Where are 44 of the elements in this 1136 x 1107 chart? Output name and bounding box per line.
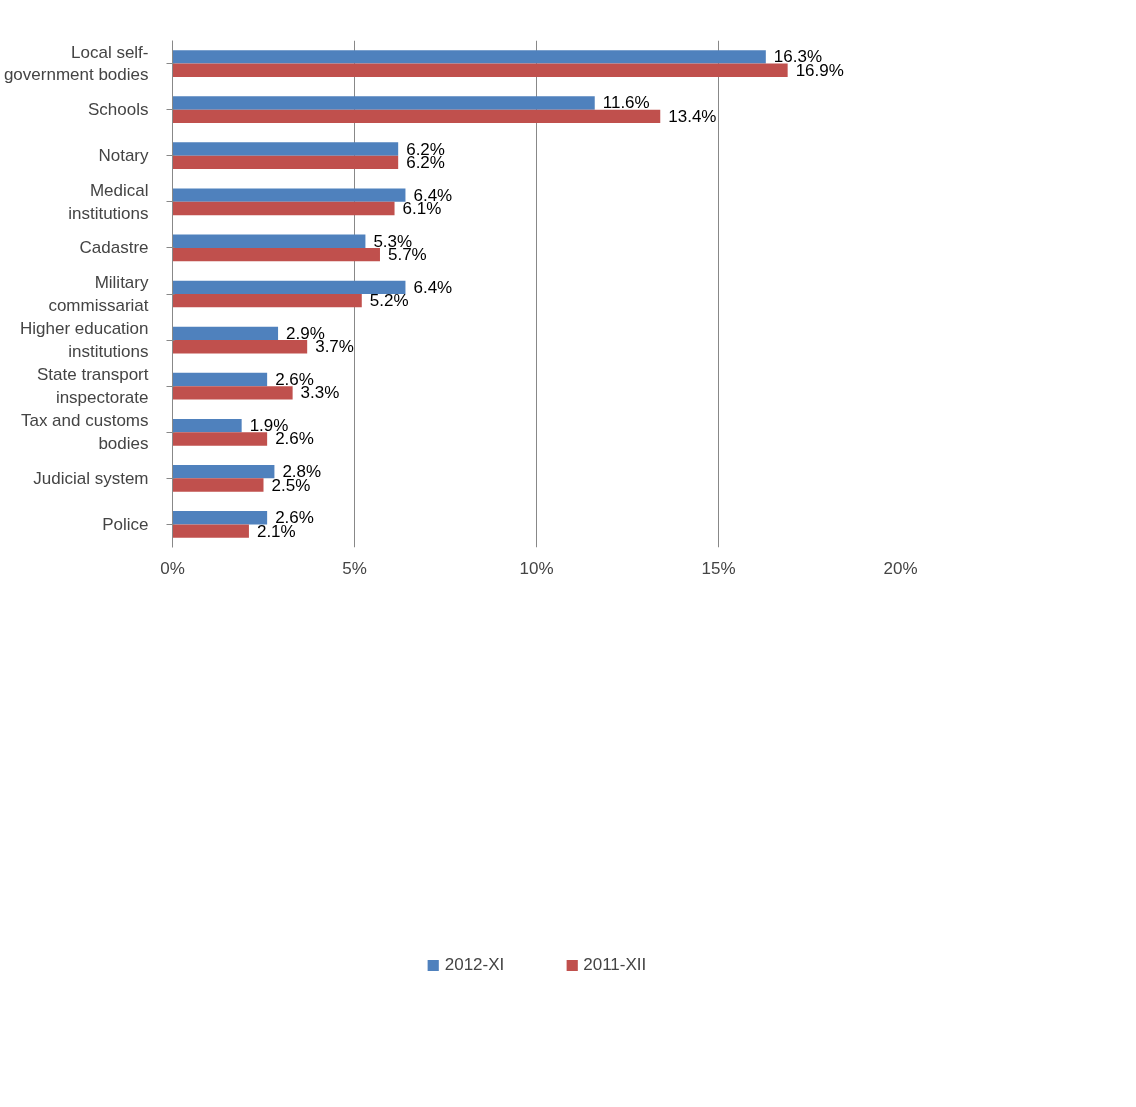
y-tick-label: Notary bbox=[98, 146, 149, 166]
bar bbox=[172, 63, 788, 77]
x-tick-label: 15% bbox=[701, 558, 736, 578]
bar bbox=[172, 386, 293, 400]
bar bbox=[172, 465, 275, 479]
bar bbox=[172, 155, 399, 170]
y-tick-label: Higher education institutions bbox=[19, 319, 149, 361]
data-label: 13.4% bbox=[668, 106, 717, 126]
bar bbox=[172, 432, 268, 446]
bar bbox=[172, 201, 395, 216]
bar bbox=[172, 234, 366, 248]
legend-label: 2011-XII bbox=[583, 955, 647, 975]
bar bbox=[172, 524, 249, 538]
x-tick-label: 5% bbox=[342, 558, 367, 578]
y-tick-label: Schools bbox=[88, 100, 149, 120]
bar bbox=[172, 96, 595, 110]
bar bbox=[172, 511, 268, 525]
data-label: 6.4% bbox=[413, 277, 453, 297]
bar bbox=[172, 326, 279, 341]
legend-label: 2012-XI bbox=[444, 955, 505, 975]
bar bbox=[172, 142, 399, 156]
data-label: 11.6% bbox=[602, 93, 650, 113]
y-tick-label: Tax and customs bodies bbox=[20, 411, 149, 454]
y-tick-label: Local self-government bodies bbox=[3, 42, 149, 85]
bar bbox=[172, 109, 661, 123]
y-tick-label: Judicial system bbox=[33, 468, 149, 488]
bar bbox=[172, 294, 362, 308]
bar bbox=[172, 247, 380, 262]
bar bbox=[172, 418, 242, 433]
data-label: 5.2% bbox=[369, 291, 409, 311]
x-tick-label: 0% bbox=[160, 558, 185, 578]
y-tick-label: State transport inspectorate bbox=[37, 365, 149, 408]
y-tick-label: Cadastre bbox=[79, 238, 149, 258]
y-tick-label: Police bbox=[102, 514, 149, 534]
y-tick-label: Medical institutions bbox=[68, 180, 149, 223]
bar bbox=[172, 372, 268, 387]
x-tick-label: 20% bbox=[883, 558, 918, 578]
bar bbox=[172, 50, 766, 64]
bar bbox=[172, 478, 264, 492]
bar bbox=[172, 188, 406, 202]
bar bbox=[172, 340, 308, 354]
bar bbox=[172, 280, 406, 294]
x-tick-label: 10% bbox=[519, 558, 554, 578]
y-tick-label: Military commissariat bbox=[48, 273, 149, 315]
